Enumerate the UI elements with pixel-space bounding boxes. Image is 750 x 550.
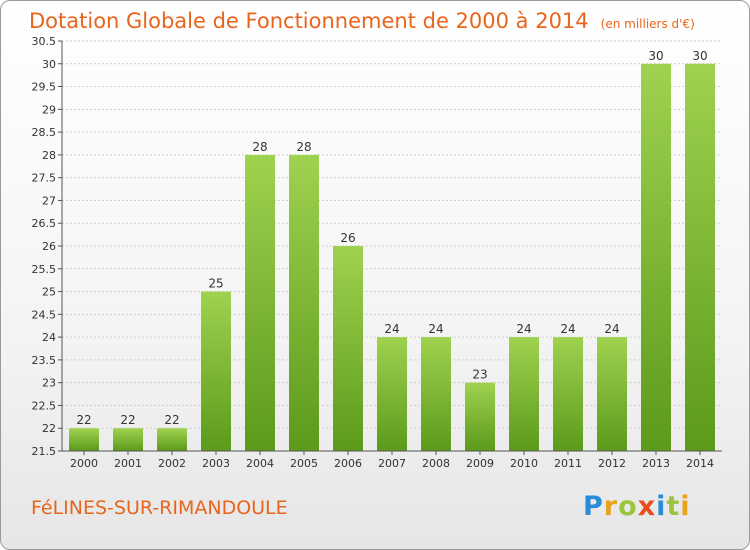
- x-tick-label: 2001: [114, 457, 142, 470]
- bar-value-label: 26: [340, 231, 355, 245]
- bar: [245, 154, 275, 451]
- bar-value-label: 22: [164, 413, 179, 427]
- bar-value-label: 25: [208, 277, 223, 291]
- y-tick-label: 23.5: [32, 354, 57, 367]
- y-tick-label: 25: [42, 286, 56, 299]
- y-tick-label: 30.5: [32, 35, 57, 48]
- bar-value-label: 24: [384, 322, 399, 336]
- bar: [157, 428, 187, 451]
- x-tick-label: 2007: [378, 457, 406, 470]
- x-tick-label: 2004: [246, 457, 274, 470]
- y-tick-label: 25.5: [32, 263, 57, 276]
- bar: [641, 63, 671, 452]
- y-tick-label: 24: [42, 331, 56, 344]
- y-tick-label: 26.5: [32, 217, 57, 230]
- y-tick-label: 24.5: [32, 308, 57, 321]
- chart-title: Dotation Globale de Fonctionnement de 20…: [29, 9, 695, 33]
- bar-value-label: 28: [252, 140, 267, 154]
- x-tick-label: 2013: [642, 457, 670, 470]
- y-tick-label: 28.5: [32, 126, 57, 139]
- x-tick-label: 2014: [686, 457, 714, 470]
- chart-unit: (en milliers d'€): [600, 17, 695, 31]
- y-tick-label: 27.5: [32, 172, 57, 185]
- bar: [113, 428, 143, 451]
- proxiti-logo[interactable]: Proxiti: [583, 491, 691, 522]
- bar-value-label: 23: [472, 368, 487, 382]
- bar-value-label: 30: [692, 49, 707, 63]
- bar-value-label: 24: [516, 322, 531, 336]
- bar: [201, 291, 231, 451]
- bar: [597, 337, 627, 451]
- x-tick-label: 2011: [554, 457, 582, 470]
- y-tick-label: 28: [42, 149, 56, 162]
- y-tick-label: 29.5: [32, 81, 57, 94]
- x-tick-label: 2008: [422, 457, 450, 470]
- logo-letter: t: [666, 491, 681, 522]
- bars: 22 22 22 25 28 28 26 24 24 23 24 24 24 30 30: [69, 49, 715, 452]
- x-tick-label: 2002: [158, 457, 186, 470]
- bar-value-label: 22: [76, 413, 91, 427]
- bar: [69, 428, 99, 451]
- bar: [685, 63, 715, 452]
- bar: [377, 337, 407, 451]
- bar: [289, 154, 319, 451]
- y-tick-label: 30: [42, 58, 56, 71]
- logo-letter: x: [637, 491, 657, 522]
- x-tick-label: 2005: [290, 457, 318, 470]
- logo-letter: P: [583, 491, 604, 522]
- y-tick-label: 22.5: [32, 399, 57, 412]
- bar-value-label: 24: [604, 322, 619, 336]
- bar-value-label: 30: [648, 49, 663, 63]
- x-tick-label: 2000: [70, 457, 98, 470]
- y-tick-label: 23: [42, 377, 56, 390]
- logo-letter: r: [603, 491, 619, 522]
- y-tick-label: 26: [42, 240, 56, 253]
- logo-letter: o: [618, 491, 638, 522]
- commune-name: FéLINES-SUR-RIMANDOULE: [31, 497, 288, 519]
- bar-value-label: 22: [120, 413, 135, 427]
- x-axis: 2000 2001 2002 2003 2004 2005 2006 2007 2008 2009…: [62, 450, 722, 470]
- bar-value-label: 24: [428, 322, 443, 336]
- x-tick-label: 2012: [598, 457, 626, 470]
- bar-value-label: 24: [560, 322, 575, 336]
- bar: [509, 337, 539, 451]
- x-tick-label: 2010: [510, 457, 538, 470]
- y-tick-label: 27: [42, 194, 56, 207]
- y-tick-label: 22: [42, 422, 56, 435]
- x-tick-label: 2003: [202, 457, 230, 470]
- bar: [421, 337, 451, 451]
- y-tick-label: 29: [42, 103, 56, 116]
- x-tick-label: 2009: [466, 457, 494, 470]
- logo-letter: i: [680, 491, 691, 522]
- bar: [333, 246, 363, 451]
- bar: [553, 337, 583, 451]
- x-tick-label: 2006: [334, 457, 362, 470]
- bar: [465, 382, 495, 451]
- y-tick-label: 21.5: [32, 445, 57, 458]
- y-axis: 21.5 22 22.5 23 23.5 24 24.5 25 25.5 26 26.5 27 27.5…: [32, 35, 63, 458]
- bar-value-label: 28: [296, 140, 311, 154]
- logo-letter: i: [656, 491, 667, 522]
